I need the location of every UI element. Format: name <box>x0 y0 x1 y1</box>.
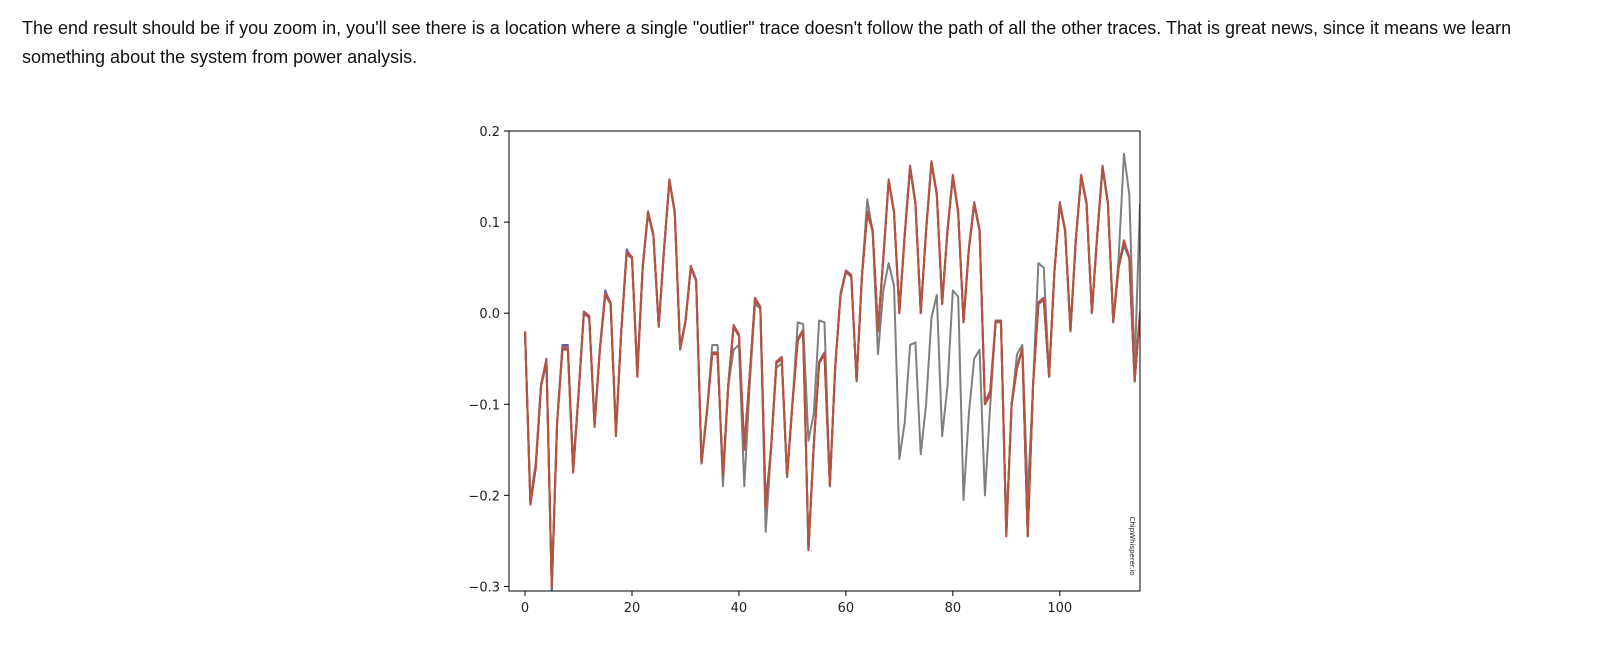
explanation-paragraph: The end result should be if you zoom in,… <box>22 18 1512 67</box>
x-tick-label: 20 <box>624 601 641 616</box>
x-tick-label: 100 <box>1047 601 1072 616</box>
series-layer <box>524 152 1140 591</box>
y-tick-label: 0.0 <box>479 307 500 322</box>
plot-frame <box>508 130 1141 592</box>
x-tick-label: 40 <box>731 601 748 616</box>
trace-line-2 <box>524 160 1140 586</box>
trace-line-1 <box>524 161 1140 588</box>
y-tick-label: −0.3 <box>468 580 500 595</box>
y-tick-label: 0.2 <box>479 125 500 140</box>
x-tick-label: 60 <box>838 601 855 616</box>
y-tick-label: 0.1 <box>479 216 500 231</box>
y-axis: −0.3 −0.2 −0.1 0.0 0.1 0.2 <box>468 125 509 595</box>
y-tick-label: −0.2 <box>468 489 500 504</box>
x-axis: 0 20 40 60 80 100 <box>521 591 1072 616</box>
chart-watermark: ChipWhisperer.io <box>1128 516 1136 575</box>
x-tick-label: 80 <box>945 601 962 616</box>
x-tick-label: 0 <box>521 601 529 616</box>
trace-line-0 <box>524 161 1140 591</box>
y-tick-label: −0.1 <box>468 398 500 413</box>
trace-line-4 <box>524 160 1140 590</box>
